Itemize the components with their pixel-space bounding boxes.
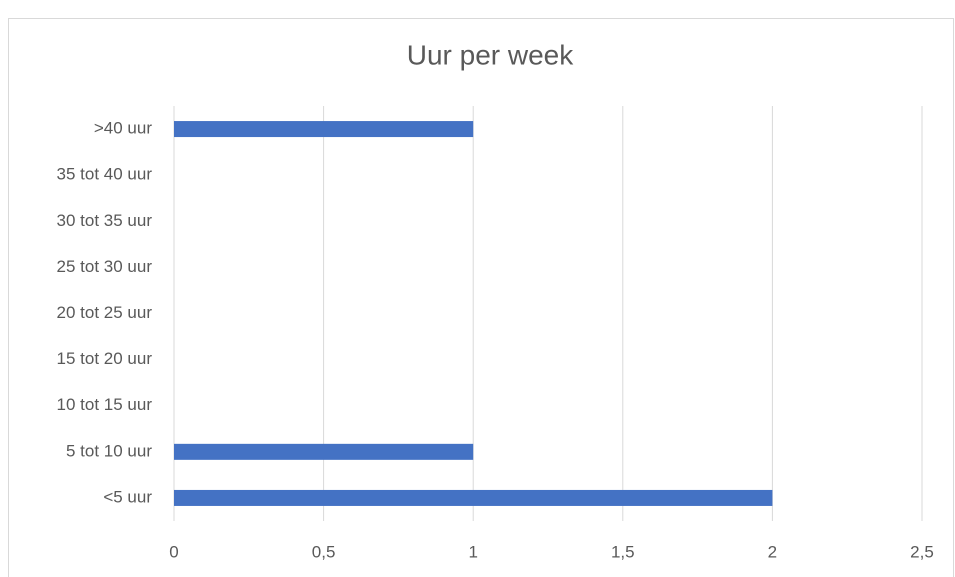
chart-border xyxy=(8,18,954,577)
x-tick-label: 0,5 xyxy=(312,542,336,561)
x-tick-label: 2,5 xyxy=(910,542,934,561)
y-tick-label: 25 tot 30 uur xyxy=(57,257,153,276)
x-tick-label: 2 xyxy=(768,542,777,561)
y-tick-label: 5 tot 10 uur xyxy=(66,441,152,460)
x-tick-label: 0 xyxy=(169,542,178,561)
y-tick-label: 30 tot 35 uur xyxy=(57,211,153,230)
y-tick-label: 20 tot 25 uur xyxy=(57,303,153,322)
x-tick-label: 1,5 xyxy=(611,542,635,561)
x-tick-label: 1 xyxy=(468,542,477,561)
y-tick-label: 15 tot 20 uur xyxy=(57,349,153,368)
chart-title: Uur per week xyxy=(407,39,575,70)
bar xyxy=(174,489,773,506)
y-tick-label: <5 uur xyxy=(103,487,152,506)
y-tick-label: 10 tot 15 uur xyxy=(57,395,153,414)
bar xyxy=(174,443,474,460)
y-tick-label: >40 uur xyxy=(94,119,152,138)
bar xyxy=(174,121,474,138)
y-tick-label: 35 tot 40 uur xyxy=(57,165,153,184)
